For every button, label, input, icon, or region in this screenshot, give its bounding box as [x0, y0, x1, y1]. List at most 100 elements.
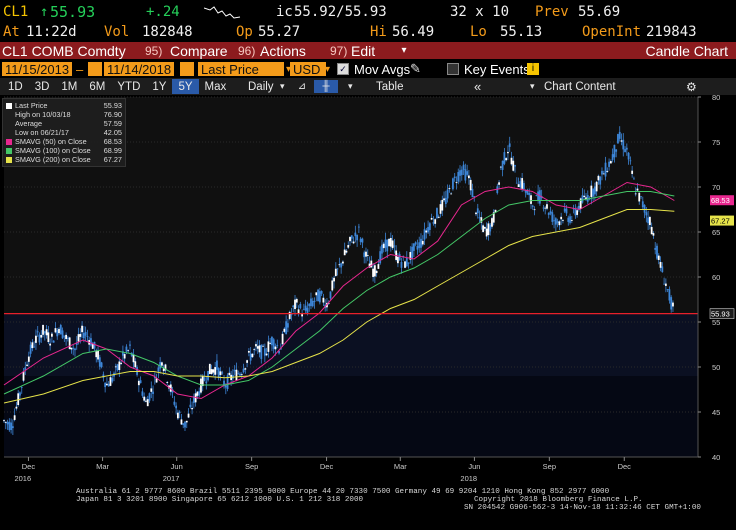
legend-item[interactable]: SMAVG (200) on Close 67.27 — [6, 155, 122, 164]
candle-body — [661, 266, 664, 273]
candle-body — [342, 261, 344, 264]
legend-item[interactable]: Low on 06/21/17 42.05 — [6, 128, 122, 137]
candle-body — [228, 372, 231, 376]
key-events-checkbox[interactable] — [447, 63, 459, 75]
edit-button[interactable]: Edit — [351, 42, 376, 59]
period-tab-3d[interactable]: 3D — [34, 80, 50, 93]
mov-avgs-checkbox[interactable]: ✓ — [337, 63, 349, 75]
candle-body — [66, 337, 69, 339]
price-chart[interactable]: 40 45 50 55 60 65 70 75 80 55.93 68.53 67.27 Dec 201… — [0, 95, 736, 488]
period-tab-ytd[interactable]: YTD — [117, 80, 141, 93]
calendar-icon[interactable] — [88, 62, 102, 76]
security-name[interactable]: CL1 COMB Comdty — [2, 42, 126, 59]
compare-button[interactable]: Compare — [170, 42, 228, 59]
candle-body — [52, 340, 55, 343]
pencil-icon[interactable]: ✎ — [410, 61, 421, 76]
y-tick-label: 70 — [712, 183, 720, 192]
legend[interactable]: Last Price 55.93 High on 10/03/18 76.90 Aver… — [2, 98, 126, 167]
menu-bar: CL1 COMB Comdty 95) Compare 96) Actions … — [0, 42, 736, 59]
chart-type-dropdown-icon[interactable]: ▾ — [348, 81, 353, 91]
collapse-icon[interactable]: « — [474, 79, 482, 94]
line-chart-icon[interactable]: ⊿ — [297, 81, 307, 92]
y-tick-label: 75 — [712, 138, 720, 147]
period-tab-6m[interactable]: 6M — [89, 80, 106, 93]
bidask-prefix: ic — [276, 4, 293, 20]
candle-body — [221, 372, 224, 374]
footer: Australia 61 2 9777 8600 Brazil 5511 239… — [0, 488, 736, 530]
candle-body — [308, 303, 311, 307]
axis-value-label: 55.93 — [711, 310, 730, 319]
candle-body — [576, 210, 579, 215]
footer-contacts-1: Australia 61 2 9777 8600 Brazil 5511 239… — [76, 488, 610, 496]
frequency-dropdown-icon[interactable]: ▾ — [280, 81, 285, 91]
candle-body — [560, 216, 563, 220]
candle-body — [72, 347, 75, 349]
candle-body — [391, 240, 394, 249]
candle-body — [512, 160, 515, 171]
candle-body — [27, 356, 30, 362]
period-tab-1y[interactable]: 1Y — [152, 80, 167, 93]
legend-item[interactable]: High on 10/03/18 76.90 — [6, 110, 122, 119]
period-tab-1m[interactable]: 1M — [61, 80, 78, 93]
candle-body — [247, 351, 250, 353]
candle-body — [68, 337, 71, 350]
candle-body — [26, 364, 28, 366]
candle-body — [6, 421, 9, 425]
period-tab-1d[interactable]: 1D — [8, 80, 23, 93]
currency-dropdown-icon[interactable]: ▾ — [325, 63, 331, 75]
field-dropdown-icon[interactable]: ▾ — [286, 63, 292, 75]
period-tab-max[interactable]: Max — [204, 80, 227, 93]
candle-body — [377, 264, 380, 269]
candle-body — [480, 217, 483, 223]
candle-body — [295, 298, 298, 303]
end-date-input[interactable]: 11/14/2018 — [104, 62, 175, 77]
candle-body — [288, 311, 291, 319]
lower-band — [4, 376, 698, 457]
candle-body — [354, 232, 357, 237]
candle-body — [528, 192, 531, 196]
field-select[interactable]: Last Price — [198, 62, 284, 77]
chart-content-dropdown-icon[interactable]: ▾ — [530, 81, 535, 91]
legend-value: 68.53 — [103, 137, 122, 146]
ticker[interactable]: CL1 — [3, 4, 29, 20]
table-button[interactable]: Table — [376, 80, 404, 93]
legend-item[interactable]: SMAVG (50) on Close 68.53 — [6, 137, 122, 146]
candle-body — [216, 360, 218, 370]
chart-content-button[interactable]: Chart Content — [544, 80, 616, 93]
sparkline-icon — [204, 6, 241, 19]
line-ma200 — [3, 209, 675, 404]
candle-body — [459, 170, 461, 176]
candle-body — [152, 391, 154, 394]
frequency-select[interactable]: Daily — [248, 80, 274, 93]
footer-contacts-2: Japan 81 3 3201 8900 Singapore 65 6212 1… — [76, 496, 364, 504]
view-title: Candle Chart — [645, 42, 729, 59]
candle-body — [329, 291, 332, 299]
legend-item[interactable]: Average 57.59 — [6, 119, 122, 128]
actions-button[interactable]: Actions — [260, 42, 306, 59]
candle-body — [357, 226, 360, 228]
candle-body — [453, 176, 456, 179]
period-tab-5y[interactable]: 5Y — [172, 79, 199, 94]
info-icon[interactable]: i — [527, 63, 539, 75]
currency-select[interactable]: USD — [290, 62, 326, 77]
legend-swatch — [6, 139, 12, 146]
candle-body — [499, 166, 502, 168]
key-events-label: Key Events — [464, 61, 530, 77]
candle-body — [595, 181, 598, 192]
candle-body — [111, 377, 114, 382]
candle-body — [106, 383, 108, 386]
end-calendar-icon[interactable] — [180, 62, 194, 76]
candle-body — [235, 369, 238, 381]
candle-body — [586, 195, 589, 202]
legend-item[interactable]: SMAVG (100) on Close 68.99 — [6, 146, 122, 155]
candle-body — [618, 131, 621, 139]
candle-body — [349, 236, 351, 242]
start-date-input[interactable]: 11/15/2013 — [2, 62, 73, 77]
gear-icon[interactable]: ⚙ — [686, 79, 697, 94]
edit-dropdown-icon[interactable]: ▾ — [401, 45, 407, 56]
candle-body — [242, 368, 245, 373]
candle-body — [331, 280, 334, 291]
candle-body — [427, 227, 429, 233]
legend-item[interactable]: Last Price 55.93 — [6, 101, 122, 110]
candle-chart-icon[interactable]: ╫ — [314, 80, 338, 93]
